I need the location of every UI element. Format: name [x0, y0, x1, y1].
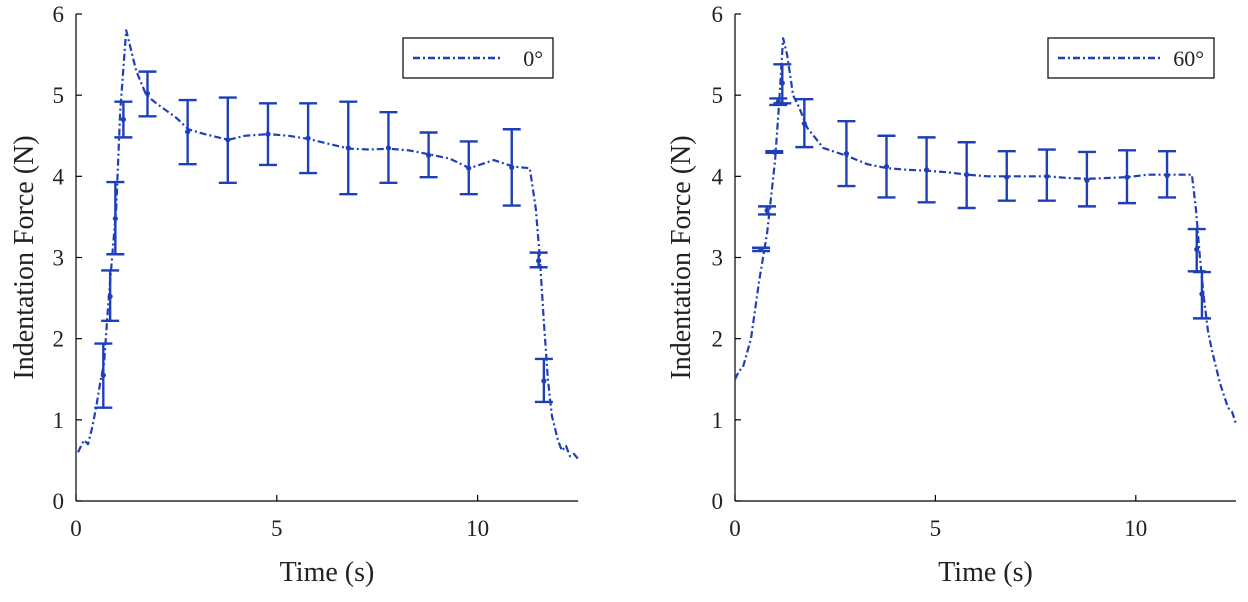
y-tick-label: 2	[53, 327, 65, 352]
y-axis-label: Indentation Force (N)	[666, 135, 697, 379]
error-bar	[419, 131, 438, 179]
y-tick-label: 1	[53, 408, 65, 433]
data-point	[345, 145, 351, 151]
data-point	[1164, 172, 1170, 179]
data-point	[1124, 174, 1130, 180]
data-point	[185, 129, 191, 135]
data-point	[305, 135, 311, 141]
left-chart-panel: 0 1 2 3 4 5 6 0 5 10 Time (s) Indentation Force (N)…	[9, 2, 579, 588]
data-point	[144, 90, 151, 97]
y-tick-label: 0	[712, 489, 724, 514]
data-point	[771, 149, 777, 155]
x-tick-label: 0	[70, 516, 82, 541]
data-point	[509, 164, 515, 171]
y-tick-label: 6	[712, 2, 724, 27]
error-bar	[837, 119, 856, 188]
error-bar	[178, 98, 197, 166]
series-line	[77, 29, 579, 460]
y-axis-label: Indentation Force (N)	[9, 135, 40, 379]
legend-label: 0°	[523, 46, 543, 71]
error-bar	[773, 63, 792, 105]
data-point	[779, 80, 785, 86]
data-point	[107, 293, 113, 300]
error-bar	[258, 102, 277, 167]
error-bar	[101, 269, 120, 323]
data-point	[1084, 177, 1090, 183]
x-tick-label: 0	[729, 516, 741, 541]
x-tick-label: 10	[466, 516, 489, 541]
data-point	[843, 151, 850, 157]
data-point	[758, 246, 764, 252]
data-point	[100, 372, 106, 378]
error-bar	[299, 102, 318, 175]
y-tick-label: 1	[712, 408, 724, 433]
x-axis-label: Time (s)	[280, 557, 375, 588]
data-point	[385, 145, 392, 151]
error-bar	[534, 357, 553, 404]
x-tick-label: 10	[1124, 516, 1147, 541]
data-point	[1199, 291, 1205, 297]
error-bar	[1037, 148, 1056, 202]
y-tick-label: 0	[53, 489, 65, 514]
error-bar	[997, 149, 1016, 202]
legend: 60°	[1047, 37, 1215, 79]
error-bar	[758, 205, 777, 216]
series-line	[734, 37, 1238, 425]
y-tick-label: 4	[712, 164, 724, 189]
y-tick-label: 5	[53, 83, 65, 108]
data-point	[112, 215, 118, 222]
data-point	[120, 116, 126, 123]
y-tick-label: 3	[712, 246, 724, 271]
error-bar	[1077, 150, 1096, 208]
y-tick-label: 6	[53, 2, 65, 27]
y-tick-label: 4	[53, 164, 65, 189]
x-axis-label: Time (s)	[938, 557, 1033, 588]
error-bar	[752, 246, 771, 253]
data-point	[1004, 174, 1010, 180]
error-bar	[1117, 149, 1136, 205]
error-bar	[877, 134, 896, 199]
error-bar	[1187, 227, 1206, 273]
error-bar	[138, 70, 157, 118]
error-bar	[502, 128, 521, 207]
data-point	[923, 167, 930, 173]
x-tick-label: 5	[930, 516, 942, 541]
data-point	[536, 258, 542, 264]
error-bar	[765, 149, 784, 155]
y-tick-label: 2	[712, 327, 724, 352]
y-tick-label: 5	[712, 83, 724, 108]
error-bar	[339, 100, 358, 196]
data-point	[265, 131, 271, 137]
error-bar	[529, 251, 548, 269]
data-point	[964, 172, 970, 178]
error-bar	[1158, 149, 1177, 199]
data-point	[426, 152, 432, 158]
data-point	[466, 165, 472, 171]
data-point	[541, 378, 547, 384]
data-point	[764, 207, 770, 214]
data-point	[225, 137, 231, 143]
x-tick-label: 5	[271, 516, 283, 541]
data-point	[1044, 173, 1050, 179]
legend-label: 60°	[1173, 46, 1204, 71]
error-bar	[94, 342, 113, 409]
data-point	[1194, 246, 1200, 252]
right-chart-panel: 0 1 2 3 4 5 6 0 5 10 Time (s) Indentation Force (N)…	[666, 2, 1238, 588]
data-point	[801, 120, 807, 127]
legend: 0°	[402, 37, 554, 79]
error-bar	[379, 111, 398, 185]
error-bar	[795, 98, 814, 149]
error-bar	[1192, 270, 1211, 320]
y-tick-label: 3	[53, 246, 65, 271]
error-bar	[459, 140, 478, 196]
error-bar	[957, 141, 976, 210]
error-bar	[114, 100, 133, 139]
error-bar	[106, 180, 125, 256]
data-point	[883, 163, 890, 170]
error-bar	[917, 136, 936, 204]
error-bar	[218, 96, 237, 185]
